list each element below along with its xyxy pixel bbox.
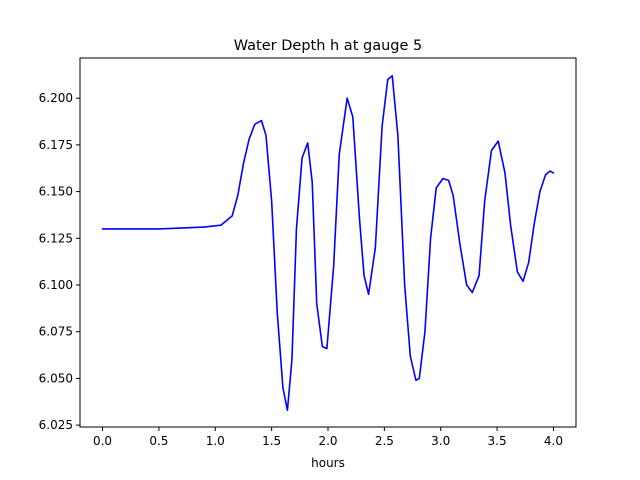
y-axis: 6.025 6.050 6.075 6.100 6.125 6.150 6.175 6.200 <box>39 91 80 432</box>
x-tick-label: 0.5 <box>149 434 168 448</box>
y-tick-label: 6.175 <box>39 138 73 152</box>
y-tick-label: 6.025 <box>39 418 73 432</box>
x-tick-label: 4.0 <box>544 434 563 448</box>
x-tick-label: 1.5 <box>262 434 281 448</box>
series-line-0 <box>101 74 555 411</box>
x-axis-label: hours <box>311 456 345 470</box>
y-tick-label: 6.150 <box>39 185 73 199</box>
x-tick-label: 1.0 <box>206 434 225 448</box>
chart-title: Water Depth h at gauge 5 <box>234 38 422 54</box>
plot-area <box>79 57 577 428</box>
y-tick-label: 6.050 <box>39 371 73 385</box>
x-tick-label: 2.0 <box>318 434 337 448</box>
plot-frame <box>79 57 577 428</box>
y-tick-label: 6.125 <box>39 231 73 245</box>
y-tick-label: 6.075 <box>39 325 73 339</box>
x-tick-label: 0.0 <box>93 434 112 448</box>
x-axis: 0.0 0.5 1.0 1.5 2.0 2.5 3.0 3.5 4.0 <box>93 427 563 448</box>
x-tick-label: 3.0 <box>431 434 450 448</box>
y-tick-label: 6.100 <box>39 278 73 292</box>
y-tick-label: 6.200 <box>39 91 73 105</box>
x-tick-label: 2.5 <box>375 434 394 448</box>
x-tick-label: 3.5 <box>488 434 507 448</box>
